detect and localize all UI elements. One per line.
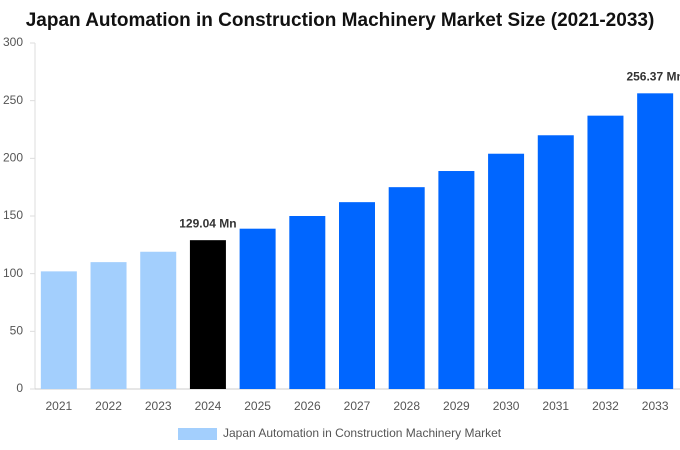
bar <box>388 187 425 389</box>
x-tick-label: 2028 <box>393 399 420 413</box>
y-tick-label: 100 <box>3 266 23 280</box>
x-tick-label: 2023 <box>145 399 172 413</box>
bar <box>637 93 674 389</box>
y-tick-label: 200 <box>3 151 23 165</box>
bar <box>90 262 127 389</box>
x-tick-label: 2031 <box>542 399 569 413</box>
x-tick-label: 2030 <box>493 399 520 413</box>
x-tick-label: 2025 <box>244 399 271 413</box>
x-tick-label: 2021 <box>45 399 72 413</box>
x-tick-label: 2022 <box>95 399 122 413</box>
bar <box>239 228 276 389</box>
value-label: 129.04 Mn <box>179 216 236 230</box>
y-tick-label: 300 <box>3 35 23 49</box>
bar <box>587 115 624 389</box>
bar <box>438 171 475 389</box>
bar <box>289 216 326 389</box>
x-tick-label: 2033 <box>642 399 669 413</box>
x-tick-label: 2026 <box>294 399 321 413</box>
bar <box>40 271 77 389</box>
value-label: 256.37 Mn <box>626 69 680 83</box>
x-tick-label: 2032 <box>592 399 619 413</box>
bar <box>140 251 177 389</box>
legend-swatch <box>178 428 217 440</box>
y-tick-label: 250 <box>3 93 23 107</box>
y-tick-label: 0 <box>16 381 23 395</box>
x-tick-label: 2027 <box>344 399 371 413</box>
chart-title: Japan Automation in Construction Machine… <box>26 10 655 31</box>
y-tick-label: 50 <box>10 324 24 338</box>
y-tick-label: 150 <box>3 208 23 222</box>
x-tick-label: 2024 <box>195 399 222 413</box>
legend-label: Japan Automation in Construction Machine… <box>223 426 502 440</box>
bar <box>339 202 375 389</box>
bar <box>189 240 226 389</box>
bar <box>537 135 574 389</box>
bar <box>488 153 525 389</box>
x-tick-label: 2029 <box>443 399 470 413</box>
